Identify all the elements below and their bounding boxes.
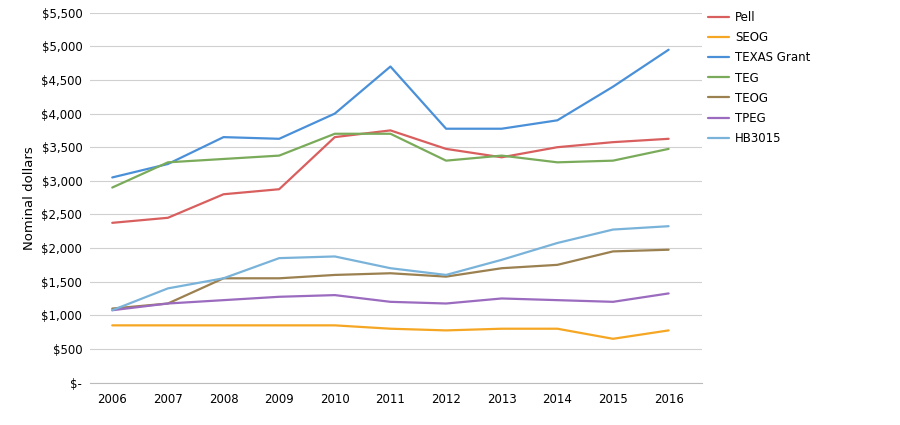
TEG [608, 158, 618, 163]
HB3015 [218, 276, 229, 281]
TEOG [496, 266, 507, 271]
Pell [385, 128, 396, 133]
TEXAS Grant [496, 126, 507, 131]
TPEG [441, 301, 452, 306]
Line: SEOG: SEOG [112, 326, 669, 339]
TEOG [329, 272, 340, 278]
Pell [441, 146, 452, 151]
SEOG [163, 323, 174, 328]
TEG [274, 153, 284, 158]
TPEG [552, 298, 562, 303]
Y-axis label: Nominal dollars: Nominal dollars [22, 146, 36, 249]
TEG [218, 156, 229, 162]
TEOG [163, 301, 174, 306]
TPEG [496, 296, 507, 301]
SEOG [274, 323, 284, 328]
TEXAS Grant [107, 175, 118, 180]
Line: TEG: TEG [112, 134, 669, 187]
TEG [163, 160, 174, 165]
HB3015 [274, 255, 284, 261]
TEOG [608, 249, 618, 254]
SEOG [385, 326, 396, 331]
Pell [274, 187, 284, 192]
HB3015 [107, 308, 118, 313]
Pell [552, 144, 562, 150]
TEXAS Grant [218, 135, 229, 140]
Pell [163, 215, 174, 220]
TEOG [663, 247, 674, 252]
TEXAS Grant [274, 136, 284, 142]
Line: TEXAS Grant: TEXAS Grant [112, 50, 669, 178]
TEOG [552, 262, 562, 267]
Pell [496, 155, 507, 160]
TEXAS Grant [663, 47, 674, 52]
HB3015 [496, 257, 507, 262]
SEOG [329, 323, 340, 328]
HB3015 [552, 241, 562, 246]
Pell [329, 135, 340, 140]
TPEG [274, 294, 284, 299]
TEG [385, 131, 396, 136]
Pell [218, 192, 229, 197]
Pell [608, 140, 618, 145]
TEXAS Grant [552, 118, 562, 123]
TPEG [385, 299, 396, 304]
TEXAS Grant [441, 126, 452, 131]
TEOG [385, 271, 396, 276]
TPEG [608, 299, 618, 304]
SEOG [663, 328, 674, 333]
Pell [663, 136, 674, 142]
TEOG [441, 274, 452, 279]
TPEG [663, 291, 674, 296]
TEG [107, 185, 118, 190]
Pell [107, 220, 118, 225]
Line: Pell: Pell [112, 130, 669, 223]
SEOG [552, 326, 562, 331]
HB3015 [329, 254, 340, 259]
TEG [441, 158, 452, 163]
SEOG [496, 326, 507, 331]
TEG [496, 153, 507, 158]
HB3015 [663, 224, 674, 229]
HB3015 [608, 227, 618, 232]
Line: TEOG: TEOG [112, 250, 669, 309]
TEG [329, 131, 340, 136]
HB3015 [163, 286, 174, 291]
TPEG [218, 298, 229, 303]
TEG [552, 160, 562, 165]
TEXAS Grant [608, 84, 618, 89]
Line: TPEG: TPEG [112, 293, 669, 310]
Line: HB3015: HB3015 [112, 226, 669, 310]
TPEG [163, 301, 174, 306]
HB3015 [385, 266, 396, 271]
TPEG [329, 292, 340, 298]
SEOG [441, 328, 452, 333]
SEOG [608, 336, 618, 341]
TEG [663, 146, 674, 151]
HB3015 [441, 272, 452, 278]
SEOG [218, 323, 229, 328]
TEOG [218, 276, 229, 281]
TPEG [107, 308, 118, 313]
TEXAS Grant [385, 64, 396, 69]
TEXAS Grant [163, 162, 174, 167]
SEOG [107, 323, 118, 328]
TEOG [274, 276, 284, 281]
TEXAS Grant [329, 111, 340, 116]
TEOG [107, 306, 118, 311]
Legend: Pell, SEOG, TEXAS Grant, TEG, TEOG, TPEG, HB3015: Pell, SEOG, TEXAS Grant, TEG, TEOG, TPEG… [708, 11, 810, 145]
